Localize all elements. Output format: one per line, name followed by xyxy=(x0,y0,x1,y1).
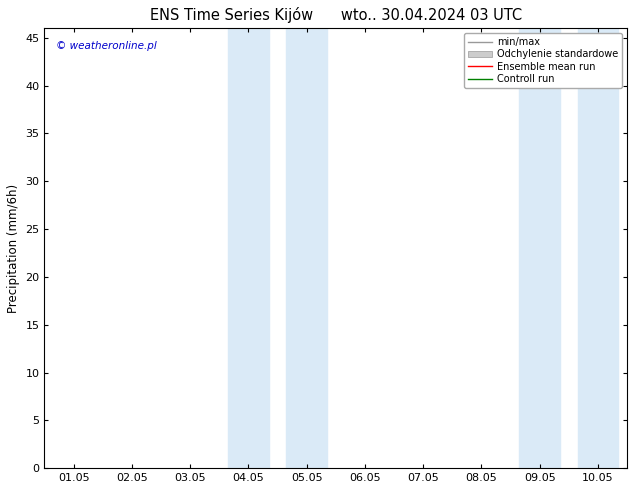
Bar xyxy=(519,28,560,468)
Y-axis label: Precipitation (mm/6h): Precipitation (mm/6h) xyxy=(7,184,20,313)
Legend: min/max, Odchylenie standardowe, Ensemble mean run, Controll run: min/max, Odchylenie standardowe, Ensembl… xyxy=(464,33,622,88)
Title: ENS Time Series Kijów      wto.. 30.04.2024 03 UTC: ENS Time Series Kijów wto.. 30.04.2024 0… xyxy=(150,7,522,23)
Bar xyxy=(228,28,269,468)
Bar xyxy=(578,28,618,468)
Text: © weatheronline.pl: © weatheronline.pl xyxy=(56,42,157,51)
Bar xyxy=(287,28,327,468)
